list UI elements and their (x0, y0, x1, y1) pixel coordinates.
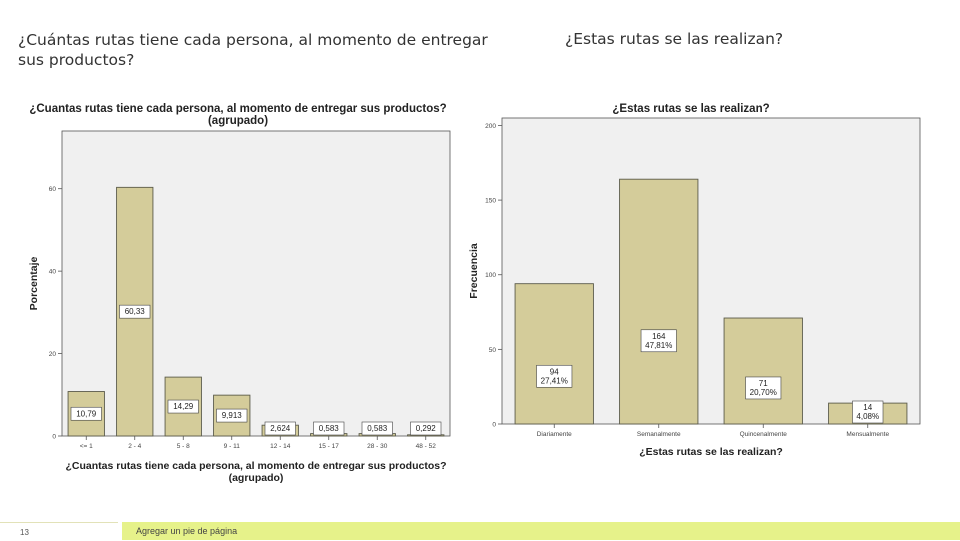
y-tick-label: 60 (49, 186, 57, 193)
y-tick-label: 200 (485, 123, 496, 130)
data-label: 94 (550, 367, 559, 376)
bar (723, 317, 803, 425)
chart-title: (agrupado) (208, 115, 268, 127)
slide-title-left: ¿Cuántas rutas tiene cada persona, al mo… (18, 31, 488, 69)
x-tick-label: <= 1 (80, 443, 93, 450)
y-tick-label: 150 (485, 198, 496, 205)
data-label: 60,33 (125, 307, 146, 316)
x-tick-label: 9 - 11 (224, 443, 241, 450)
x-tick-label: Semanalmente (637, 431, 681, 438)
data-label-box (119, 304, 151, 319)
data-label: 4,08% (856, 412, 879, 421)
x-tick-label: 15 - 17 (319, 443, 340, 450)
data-label: 20,70% (750, 388, 777, 397)
y-tick-label: 20 (49, 351, 57, 358)
data-label-box (640, 329, 677, 353)
data-label: 9,913 (222, 411, 243, 420)
y-tick-label: 0 (492, 422, 496, 429)
x-tick-label: 48 - 52 (416, 443, 437, 450)
data-label-box (216, 408, 248, 423)
slide-title-right: ¿Estas rutas se las realizan? (565, 30, 784, 48)
data-label-box (536, 364, 573, 388)
data-label-box (313, 421, 345, 436)
chart-routes-per-person: ¿Cuantas rutas tiene cada persona, al mo… (28, 103, 451, 484)
y-tick-label: 40 (49, 269, 57, 276)
data-label: 47,81% (645, 341, 672, 350)
chart-title: ¿Estas rutas se las realizan? (612, 103, 769, 115)
data-label-box (361, 421, 393, 436)
x-tick-label: Mensualmente (846, 431, 889, 438)
x-tick-label: 12 - 14 (270, 443, 291, 450)
x-tick-label: Quincenalmente (740, 431, 788, 438)
footer-text: Agregar un pie de página (136, 526, 238, 536)
x-tick-label: Diariamente (537, 431, 572, 438)
x-tick-label: 28 - 30 (367, 443, 388, 450)
data-label: 164 (652, 332, 666, 341)
page-number-box: 13 (0, 522, 118, 541)
data-label-box (410, 421, 442, 436)
data-label-box (70, 406, 102, 421)
x-axis-label: ¿Cuantas rutas tiene cada persona, al mo… (65, 460, 446, 472)
data-label: 71 (759, 379, 768, 388)
y-tick-label: 0 (52, 434, 56, 441)
x-axis-label: ¿Estas rutas se las realizan? (639, 446, 783, 458)
data-label: 0,292 (416, 424, 437, 433)
chart-title: ¿Cuantas rutas tiene cada persona, al mo… (29, 103, 446, 115)
slide-footer: 13 Agregar un pie de página (0, 522, 960, 541)
y-tick-label: 100 (485, 272, 496, 279)
data-label: 14 (863, 403, 872, 412)
data-label: 27,41% (541, 376, 568, 385)
data-label: 0,583 (367, 424, 388, 433)
data-label: 10,79 (76, 409, 97, 418)
y-axis-label: Porcentaje (28, 257, 40, 311)
data-label-box (745, 376, 782, 400)
page-number: 13 (20, 528, 29, 537)
x-axis-label: (agrupado) (229, 472, 284, 484)
chart-route-frequency: ¿Estas rutas se las realizan? 0 50 100 150 20… (468, 103, 921, 458)
y-tick-label: 50 (489, 347, 497, 354)
y-axis-label: Frecuencia (468, 243, 480, 299)
x-tick-label: 5 - 8 (177, 443, 190, 450)
data-label: 2,624 (270, 424, 291, 433)
x-tick-label: 2 - 4 (128, 443, 141, 450)
data-label-box (264, 421, 296, 436)
data-label: 14,29 (173, 402, 194, 411)
bar (619, 178, 699, 425)
data-label-box (852, 400, 884, 424)
footer-bar: Agregar un pie de página (122, 522, 960, 540)
data-label: 0,583 (319, 424, 340, 433)
bar (514, 283, 594, 425)
data-label-box (167, 399, 199, 414)
